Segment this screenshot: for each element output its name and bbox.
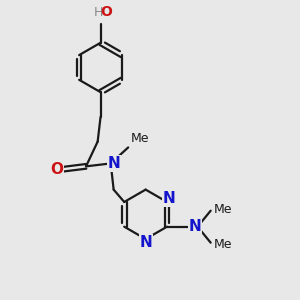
Text: O: O: [100, 5, 112, 20]
Text: Me: Me: [131, 131, 150, 145]
Text: Me: Me: [214, 203, 232, 216]
Text: N: N: [108, 156, 121, 171]
Text: H: H: [94, 7, 103, 20]
Text: N: N: [189, 219, 202, 234]
Text: N: N: [140, 235, 153, 250]
Text: N: N: [162, 191, 175, 206]
Text: O: O: [50, 162, 63, 177]
Text: Me: Me: [214, 238, 232, 250]
